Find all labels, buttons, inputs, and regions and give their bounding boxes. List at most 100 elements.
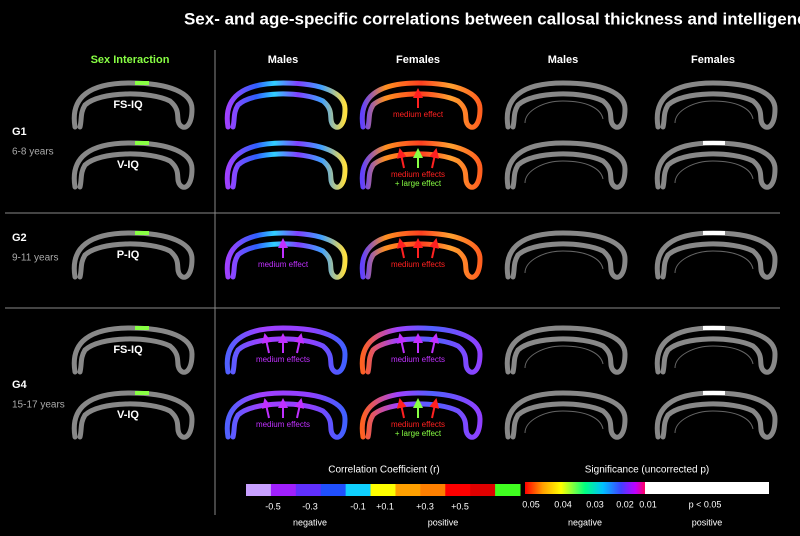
significance-colorbar	[525, 482, 645, 494]
effect-arrow	[396, 333, 407, 354]
callosum-inner	[524, 345, 604, 369]
group-age: 15-17 years	[12, 400, 65, 411]
effect-annotation: medium effects	[256, 355, 310, 364]
callosum-inner	[674, 160, 754, 184]
significant-segment	[703, 141, 725, 145]
group-label: G2	[12, 232, 27, 244]
colorbar-segment	[395, 484, 421, 496]
legend-side: negative	[568, 517, 602, 527]
callosum	[359, 230, 483, 280]
colorbar-tick: 0.02	[616, 499, 634, 509]
interaction-segment	[135, 141, 149, 145]
colorbar-tick: -0.5	[265, 501, 281, 511]
column-header: Females	[396, 54, 440, 66]
colorbar-tick: +0.1	[376, 501, 394, 511]
measure-label: V-IQ	[117, 409, 139, 421]
title: Sex- and age-specific correlations betwe…	[184, 9, 800, 28]
colorbar-tick: +0.3	[416, 501, 434, 511]
effect-annotation: medium effects	[391, 420, 445, 429]
callosum	[224, 230, 348, 280]
column-header: Males	[548, 54, 579, 66]
interaction-segment	[135, 326, 149, 330]
colorbar-segment	[295, 484, 322, 496]
colorbar-segment	[345, 484, 372, 496]
effect-annotation: + large effect	[395, 179, 442, 188]
significant-segment	[703, 326, 725, 330]
colorbar-tick: 0.04	[554, 499, 572, 509]
callosum-inner	[524, 250, 604, 274]
colorbar-segment	[370, 484, 396, 496]
callosum	[71, 325, 195, 375]
effect-arrow	[294, 333, 305, 354]
callosum	[504, 390, 628, 440]
significant-segment	[703, 231, 725, 235]
callosum-inner	[524, 160, 604, 184]
callosum	[504, 325, 628, 375]
callosum	[504, 80, 628, 130]
colorbar-tick: -0.1	[350, 501, 366, 511]
callosum-inner	[674, 345, 754, 369]
column-header: Males	[268, 54, 299, 66]
effect-annotation: medium effects	[391, 260, 445, 269]
effect-arrow	[261, 333, 272, 354]
colorbar-tick: 0.05	[522, 499, 540, 509]
column-header: Sex Interaction	[91, 54, 170, 66]
significant-segment	[703, 391, 725, 395]
legend-side: negative	[293, 517, 327, 527]
effect-annotation: + large effect	[395, 429, 442, 438]
callosum	[224, 390, 348, 440]
callosum	[359, 390, 483, 440]
interaction-segment	[135, 391, 149, 395]
effect-arrow	[294, 398, 305, 419]
colorbar-tick: +0.5	[451, 501, 469, 511]
threshold-label: p < 0.05	[689, 499, 722, 509]
colorbar-segment	[246, 484, 272, 496]
callosum	[504, 230, 628, 280]
callosum	[504, 140, 628, 190]
group-age: 6-8 years	[12, 147, 54, 158]
effect-annotation: medium effects	[256, 420, 310, 429]
callosum	[359, 140, 483, 190]
measure-label: FS-IQ	[113, 99, 143, 111]
colorbar-tick: 0.03	[586, 499, 604, 509]
callosum-inner	[674, 100, 754, 124]
effect-arrow	[261, 398, 272, 419]
colorbar-segment	[470, 484, 496, 496]
interaction-segment	[135, 231, 149, 235]
effect-annotation: medium effect	[258, 260, 309, 269]
callosum	[224, 80, 348, 130]
colorbar-tick: -0.3	[302, 501, 318, 511]
callosum	[224, 140, 348, 190]
callosum	[359, 325, 483, 375]
callosum	[224, 325, 348, 375]
group-age: 9-11 years	[12, 253, 59, 264]
group-label: G4	[12, 379, 28, 391]
effect-arrow	[396, 148, 407, 169]
colorbar-segment	[445, 484, 471, 496]
legend-title: Correlation Coefficient (r)	[328, 465, 440, 476]
interaction-segment	[135, 81, 149, 85]
callosum	[71, 390, 195, 440]
effect-annotation: medium effect	[393, 110, 444, 119]
callosum-inner	[524, 410, 604, 434]
callosum-inner	[674, 250, 754, 274]
callosum	[71, 230, 195, 280]
effect-annotation: medium effects	[391, 170, 445, 179]
effect-annotation: medium effects	[391, 355, 445, 364]
effect-arrow	[429, 238, 440, 259]
column-header: Females	[691, 54, 735, 66]
colorbar-segment	[270, 484, 297, 496]
callosum	[71, 80, 195, 130]
colorbar-segment	[495, 484, 521, 496]
legend-side: positive	[428, 517, 459, 527]
legend-side: positive	[692, 517, 723, 527]
colorbar-tick: 0.01	[639, 499, 657, 509]
colorbar-segment	[420, 484, 446, 496]
effect-arrow	[429, 333, 440, 354]
colorbar-segment	[320, 484, 347, 496]
legend-title: Significance (uncorrected p)	[585, 465, 710, 476]
measure-label: V-IQ	[117, 159, 139, 171]
measure-label: FS-IQ	[113, 344, 143, 356]
